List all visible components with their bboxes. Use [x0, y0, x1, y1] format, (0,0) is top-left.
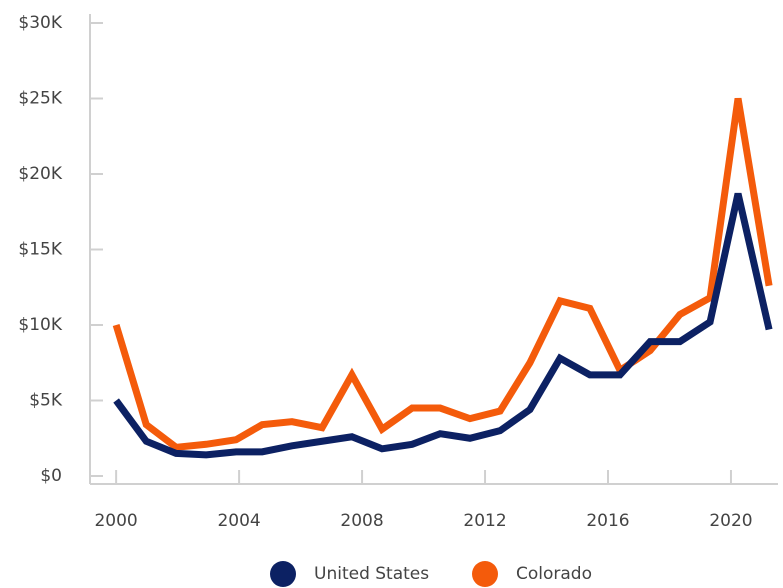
y-tick-label: $20K: [18, 164, 62, 184]
y-tick-label: $5K: [29, 391, 63, 411]
y-tick-label: $30K: [18, 13, 62, 33]
x-tick-label: 2004: [217, 511, 260, 531]
line: [112, 97, 773, 451]
x-tick-label: 2016: [586, 511, 629, 531]
y-tick-label: $25K: [18, 89, 62, 109]
legend-swatch: [472, 561, 498, 587]
legend-swatch: [270, 561, 296, 587]
legend-label: Colorado: [516, 564, 592, 584]
x-tick-label: 2000: [94, 511, 137, 531]
y-tick-label: $10K: [18, 315, 62, 335]
legend-label: United States: [314, 564, 429, 584]
x-tick-label: 2012: [463, 511, 506, 531]
y-tick-label: $15K: [18, 240, 62, 260]
line: [113, 192, 773, 459]
x-tick-label: 2020: [709, 511, 752, 531]
y-tick-label: $0: [40, 466, 62, 486]
x-tick-label: 2008: [340, 511, 383, 531]
